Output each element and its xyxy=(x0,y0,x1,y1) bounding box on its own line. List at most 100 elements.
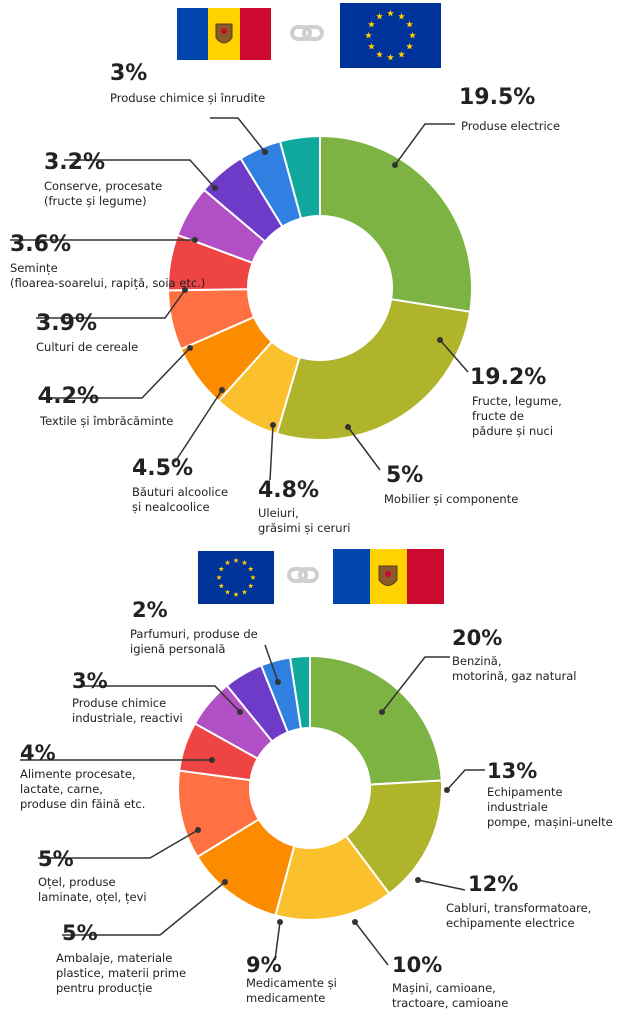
leader-dot xyxy=(379,709,385,715)
leader-line xyxy=(417,879,466,891)
leader-line xyxy=(381,656,450,713)
slice-label: Cabluri, transformatoare, xyxy=(446,901,591,915)
eu-star-icon xyxy=(233,557,239,563)
slice-percentage: 19.5% xyxy=(459,85,535,110)
slice-label: Echipamente xyxy=(487,785,563,799)
donut-slice xyxy=(275,298,472,441)
slice-percentage: 5% xyxy=(62,921,98,945)
slice-label: Medicamente și xyxy=(246,976,337,990)
leader-line xyxy=(269,424,274,481)
moldova-flag xyxy=(177,8,271,60)
chain-link-icon xyxy=(290,25,324,41)
leader-dot xyxy=(415,877,421,883)
donut-slice xyxy=(309,654,443,786)
eu-star-icon xyxy=(376,12,383,20)
slice-label: Produse electrice xyxy=(461,119,560,133)
header-moldova-to-eu xyxy=(177,3,441,68)
eu-star-icon xyxy=(224,589,231,595)
eu-star-icon xyxy=(218,566,224,572)
eu-star-icon xyxy=(387,9,394,17)
leader-line xyxy=(274,921,281,961)
slice-label: pompe, mașini-unelte xyxy=(487,815,613,829)
slice-percentage: 4.8% xyxy=(258,478,319,503)
leader-line xyxy=(439,339,469,373)
leader-line xyxy=(80,685,241,713)
slice-percentage: 4.2% xyxy=(38,384,99,409)
eu-star-icon xyxy=(241,589,248,595)
eu-star-icon xyxy=(406,42,413,50)
leader-dot xyxy=(262,149,268,155)
slice-label: Mobilier și componente xyxy=(384,492,518,506)
slice-label: Oțel, produse xyxy=(38,875,116,889)
eu-star-icon xyxy=(224,560,231,565)
slice-label: laminate, oțel, țevi xyxy=(38,890,147,904)
slice-label: produse din făină etc. xyxy=(20,797,145,811)
donut-chart-eu-to-moldova: 20% Benzină,motorină, gaz natural 13% Echip… xyxy=(20,598,613,1010)
slice-percentage: 13% xyxy=(487,759,537,783)
slice-label: Alimente procesate, xyxy=(20,767,136,781)
slice-percentage: 3.9% xyxy=(36,311,97,336)
leader-dot xyxy=(195,827,201,833)
slice-percentage: 4% xyxy=(20,741,56,765)
slice-percentage: 3% xyxy=(110,61,147,86)
donut-slice xyxy=(319,134,473,313)
leader-dot xyxy=(192,237,198,243)
slice-label: Culturi de cereale xyxy=(36,340,138,354)
eu-star-icon xyxy=(387,53,394,61)
leader-line xyxy=(354,921,389,966)
slice-percentage: 5% xyxy=(38,847,74,871)
slice-label: lactate, carne, xyxy=(20,782,103,796)
leader-line xyxy=(446,769,485,791)
slice-percentage: 3.6% xyxy=(10,232,71,257)
slice-label: Uleiuri, xyxy=(258,506,299,520)
slice-label: echipamente electrice xyxy=(446,916,575,930)
slice-label: motorină, gaz natural xyxy=(452,669,577,683)
slice-label: Mașini, camioane, xyxy=(392,981,496,995)
slice-label: Benzină, xyxy=(452,654,501,668)
slice-percentage: 2% xyxy=(132,598,168,622)
leader-dot xyxy=(182,287,188,293)
leader-dot xyxy=(209,757,215,763)
eu-star-icon xyxy=(368,42,375,50)
slice-label: industriale, reactivi xyxy=(72,711,183,725)
slice-label: tractoare, camioane xyxy=(392,996,508,1010)
slice-label: pădure și nuci xyxy=(472,424,553,438)
eu-star-icon xyxy=(398,12,405,20)
slice-label: Semințe xyxy=(10,261,58,275)
slice-label: plastice, materii prime xyxy=(56,966,186,980)
leader-dot xyxy=(392,162,398,168)
eu-flag xyxy=(340,3,441,68)
eu-star-icon xyxy=(406,20,413,28)
donut-slice xyxy=(288,654,311,730)
eu-star-icon xyxy=(218,583,224,589)
slice-label: (floarea-soarelui, rapiță, soia etc.) xyxy=(10,276,205,290)
leader-dot xyxy=(270,422,276,428)
eu-flag xyxy=(198,551,274,604)
slice-percentage: 12% xyxy=(468,872,518,896)
leader-dot xyxy=(275,679,281,685)
leader-line xyxy=(174,389,223,463)
eu-star-icon xyxy=(248,583,254,589)
leader-dot xyxy=(444,787,450,793)
leader-dot xyxy=(277,919,283,925)
slice-label: igienă personală xyxy=(130,642,225,656)
leader-dot xyxy=(219,387,225,393)
slice-label: medicamente xyxy=(246,991,325,1005)
leader-line xyxy=(36,289,186,319)
leader-line xyxy=(210,117,266,153)
slice-label: Produse chimice xyxy=(72,696,166,710)
eu-star-icon xyxy=(368,20,375,28)
slice-label: (fructe și legume) xyxy=(44,194,147,208)
leader-dot xyxy=(352,919,358,925)
leader-line xyxy=(264,644,279,683)
slice-label: Parfumuri, produse de xyxy=(130,627,258,641)
slice-percentage: 5% xyxy=(386,463,423,488)
eu-star-icon xyxy=(409,31,416,39)
leader-line xyxy=(394,123,455,166)
eu-star-icon xyxy=(216,574,222,580)
leader-dot xyxy=(345,424,351,430)
slice-label: Ambalaje, materiale xyxy=(56,951,172,965)
leader-line xyxy=(64,159,216,189)
leader-dot xyxy=(222,879,228,885)
eu-star-icon xyxy=(365,31,372,39)
